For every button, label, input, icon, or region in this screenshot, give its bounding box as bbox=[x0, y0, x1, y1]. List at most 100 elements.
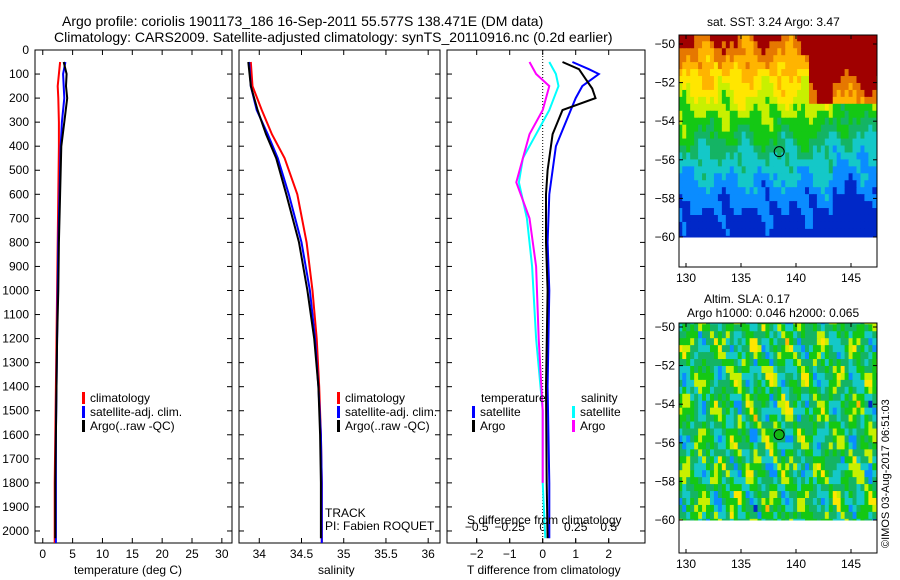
map-cell bbox=[828, 35, 834, 42]
map-cell bbox=[820, 145, 826, 153]
map-cell bbox=[812, 110, 818, 119]
map-cell bbox=[872, 421, 877, 430]
map-cell bbox=[872, 138, 877, 147]
map-cell bbox=[848, 166, 854, 174]
map-cell bbox=[824, 359, 830, 367]
map-cell bbox=[848, 428, 854, 436]
map-cell bbox=[713, 235, 719, 238]
map-cell bbox=[679, 180, 683, 188]
map-cell bbox=[741, 442, 747, 450]
map-cell bbox=[840, 201, 846, 209]
map-cell bbox=[860, 180, 865, 188]
map-cell bbox=[777, 180, 782, 188]
map-cell bbox=[801, 152, 806, 160]
map-cell bbox=[797, 331, 802, 339]
map-cell bbox=[741, 173, 747, 181]
map-cell bbox=[713, 407, 719, 416]
map-cell bbox=[820, 414, 826, 423]
map-cell bbox=[785, 484, 790, 492]
map-cell bbox=[741, 497, 747, 506]
map-cell bbox=[864, 55, 869, 63]
map-cell bbox=[706, 235, 711, 238]
map-cell bbox=[781, 372, 786, 381]
map-cell bbox=[690, 208, 695, 216]
map-cell bbox=[848, 228, 854, 237]
map-cell bbox=[757, 463, 762, 471]
map-cell bbox=[741, 407, 747, 416]
map-cell bbox=[733, 477, 739, 485]
map-cell bbox=[836, 138, 842, 147]
map-cell bbox=[741, 96, 747, 105]
map-cell bbox=[679, 428, 683, 436]
map-cell bbox=[828, 449, 834, 457]
map-cell bbox=[717, 152, 723, 160]
map-cell bbox=[777, 145, 782, 153]
map-cell bbox=[737, 201, 743, 209]
map-cell bbox=[682, 41, 687, 49]
map-cell bbox=[725, 518, 731, 521]
map-cell bbox=[840, 131, 846, 140]
map-cell bbox=[789, 35, 794, 42]
map-cell bbox=[706, 442, 711, 450]
map-cell bbox=[761, 491, 766, 499]
map-cell bbox=[836, 428, 842, 436]
map-cell bbox=[679, 442, 683, 450]
map-cell bbox=[765, 421, 770, 430]
map-cell bbox=[793, 208, 798, 216]
map-cell bbox=[773, 456, 778, 464]
map-cell bbox=[785, 442, 790, 450]
map-cell bbox=[761, 96, 766, 105]
map-cell bbox=[789, 96, 794, 105]
map-cell bbox=[805, 55, 810, 63]
map-cell bbox=[832, 414, 838, 423]
map-cell bbox=[745, 365, 751, 374]
map-cell bbox=[812, 407, 818, 416]
map-cell bbox=[698, 331, 703, 339]
s-axis-label: S difference from climatology bbox=[467, 513, 622, 527]
map-cell bbox=[868, 89, 873, 98]
map-cell bbox=[868, 138, 873, 147]
map-cell bbox=[848, 208, 854, 216]
map-cell bbox=[777, 393, 782, 402]
map-cell bbox=[828, 331, 834, 339]
map-cell bbox=[844, 386, 850, 395]
map-cell bbox=[733, 152, 739, 160]
map-cell bbox=[828, 159, 834, 167]
map-cell bbox=[729, 484, 735, 492]
map-cell bbox=[868, 96, 873, 105]
map-cell bbox=[733, 428, 739, 436]
map-cell bbox=[694, 449, 699, 457]
map-cell bbox=[820, 379, 826, 388]
map-cell bbox=[793, 484, 798, 492]
panel-frame-salinity-profile bbox=[238, 49, 441, 544]
map-cell bbox=[864, 442, 869, 450]
map-cell bbox=[840, 187, 846, 195]
map-cell bbox=[694, 345, 699, 353]
map-cell bbox=[713, 62, 719, 70]
map-cell bbox=[852, 421, 857, 430]
map-cell bbox=[848, 504, 854, 513]
map-cell bbox=[816, 124, 822, 133]
map-cell bbox=[812, 331, 818, 339]
map-cell bbox=[721, 497, 727, 506]
map-cell bbox=[848, 117, 854, 126]
map-cell bbox=[793, 470, 798, 478]
map-cell bbox=[725, 428, 731, 436]
map-cell bbox=[836, 194, 842, 202]
map-cell bbox=[679, 324, 683, 332]
map-cell bbox=[745, 463, 751, 471]
map-cell bbox=[709, 359, 715, 367]
s-tick-label: 0.5 bbox=[600, 520, 617, 534]
map-cell bbox=[836, 35, 842, 42]
map-cell bbox=[682, 352, 687, 360]
map-cell bbox=[749, 221, 755, 230]
map-cell bbox=[824, 214, 830, 223]
map-cell bbox=[852, 511, 857, 520]
map-cell bbox=[749, 214, 755, 223]
map-cell bbox=[773, 477, 778, 485]
map-cell bbox=[698, 372, 703, 381]
map-cell bbox=[737, 323, 743, 325]
map-cell bbox=[761, 442, 766, 450]
map-cell bbox=[686, 400, 691, 409]
map-cell bbox=[765, 386, 770, 395]
